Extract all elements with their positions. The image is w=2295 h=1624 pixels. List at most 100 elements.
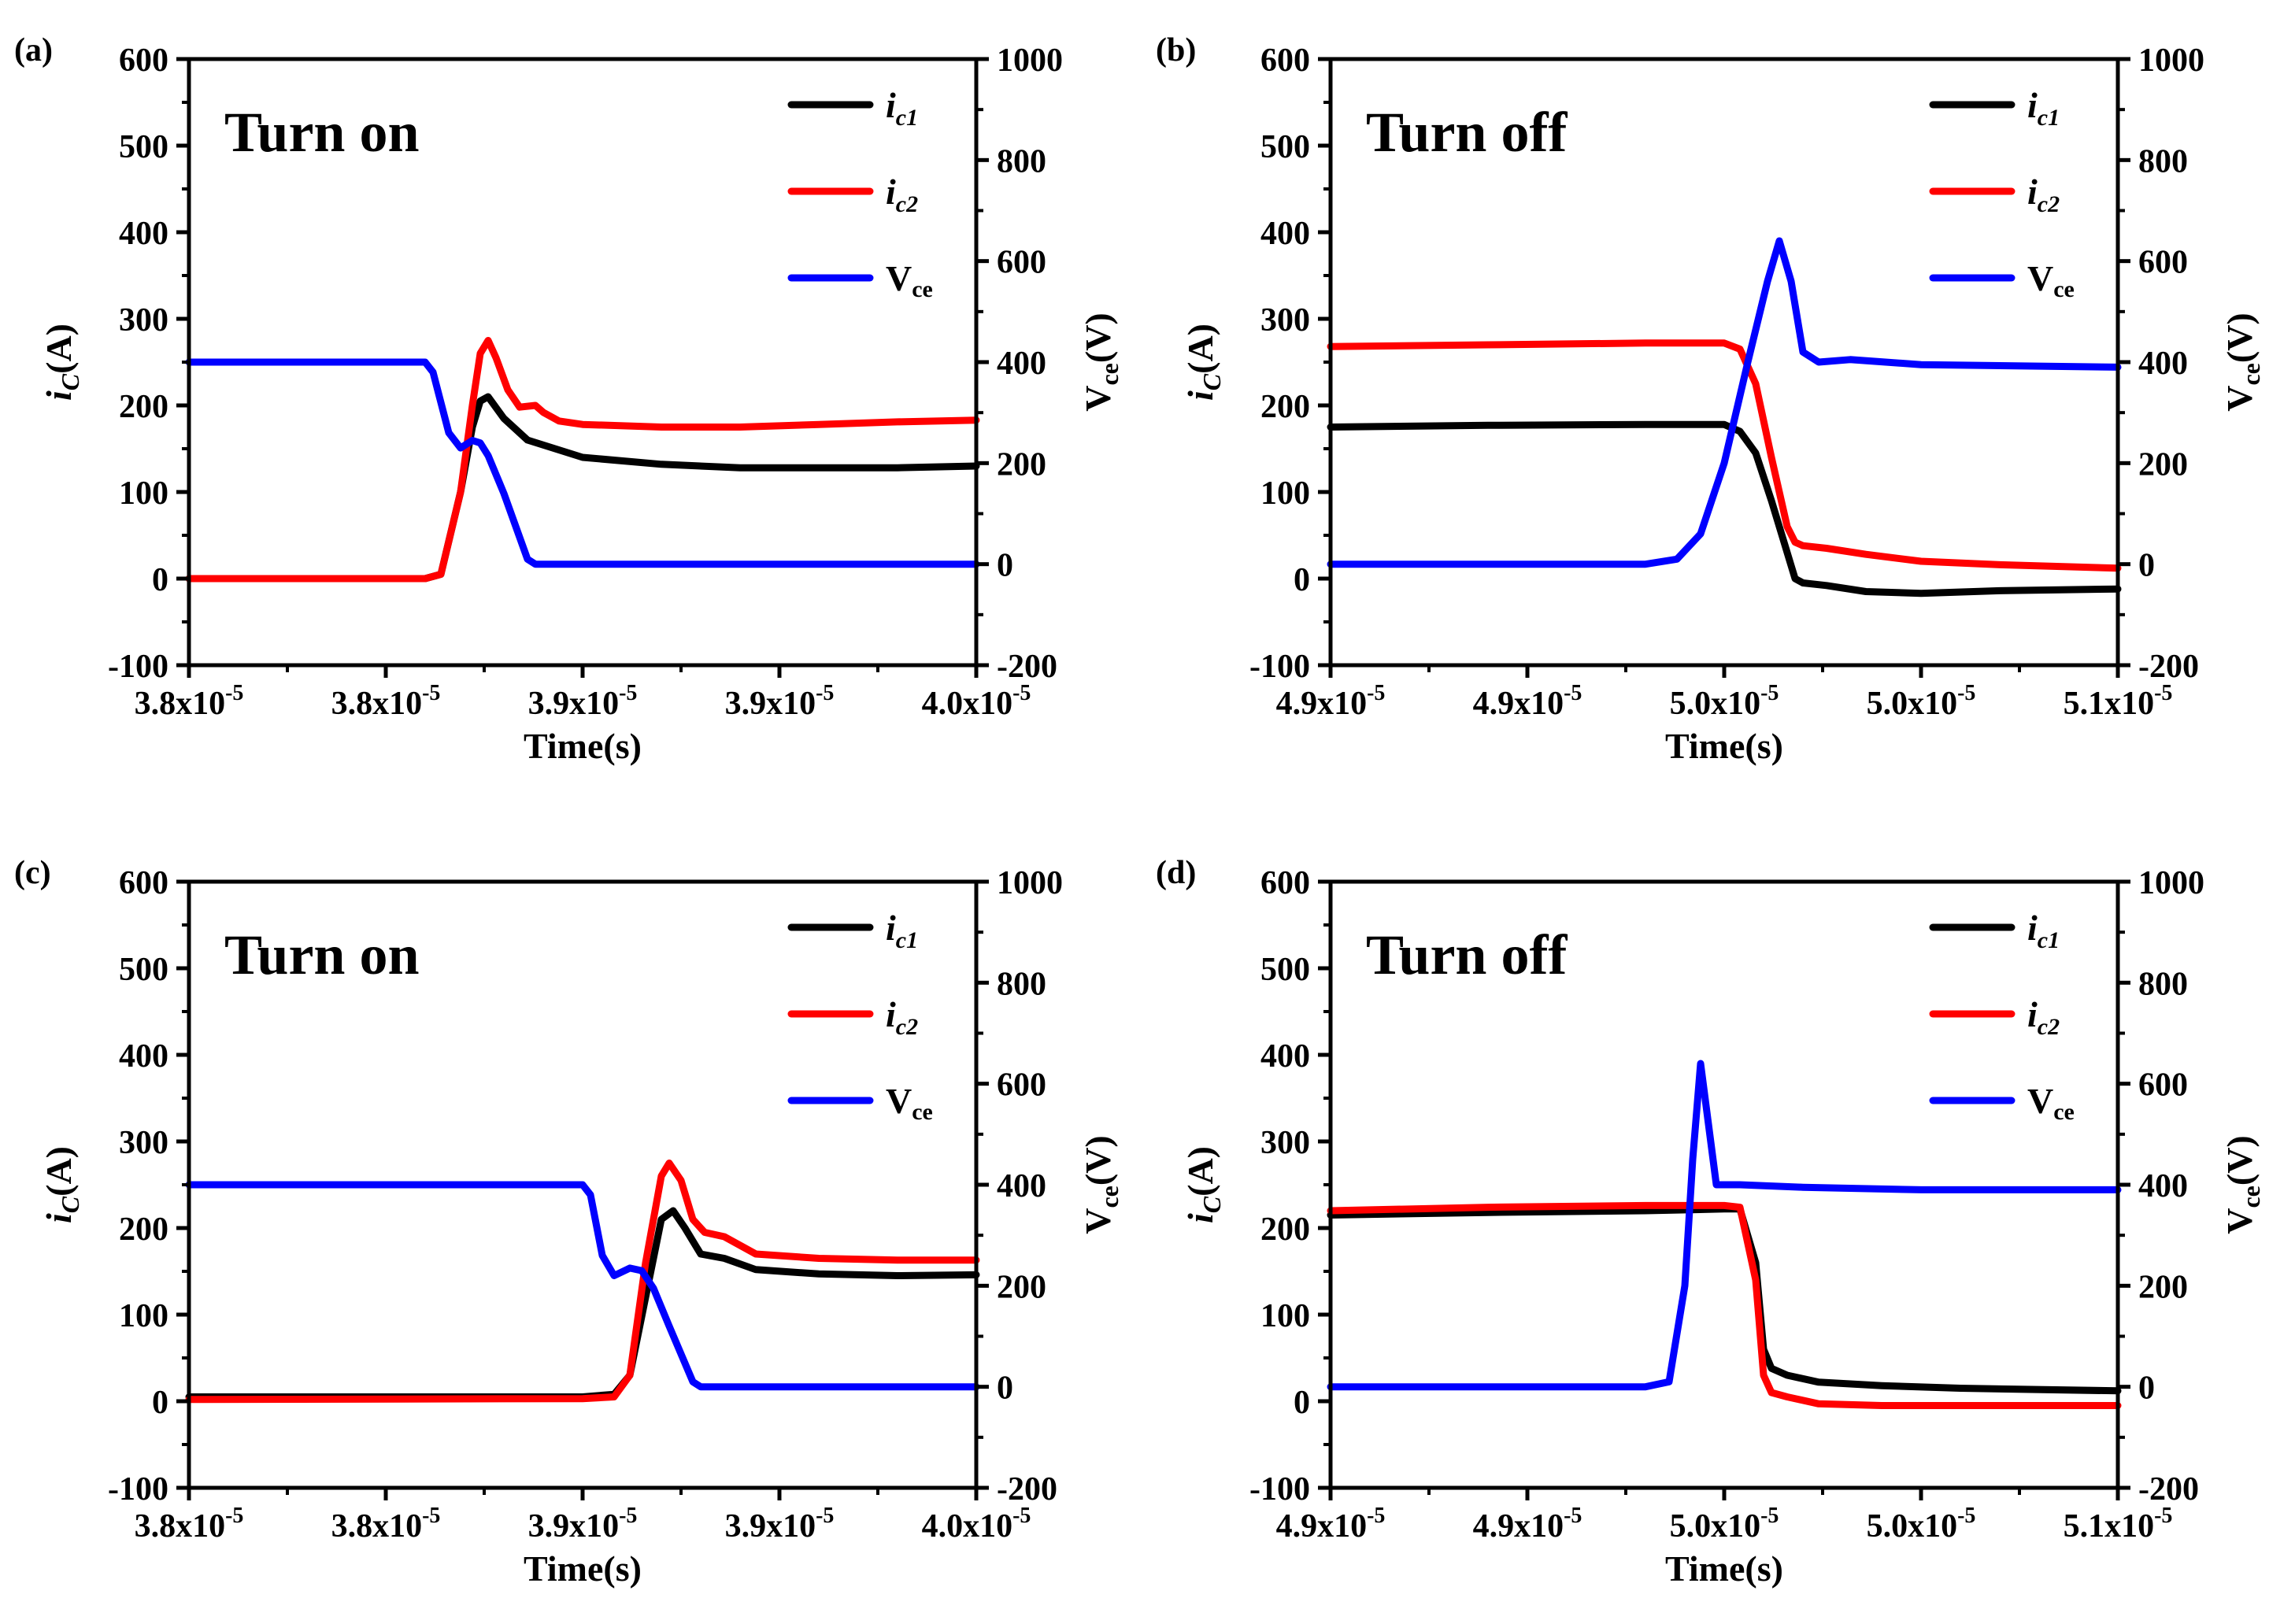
x-axis-title: Time(s) bbox=[524, 1548, 642, 1589]
y-left-tick-label: -100 bbox=[108, 649, 168, 685]
series-line-ic1 bbox=[1327, 420, 2122, 597]
x-tick-label: 3.8x10-5 bbox=[331, 1504, 441, 1544]
legend-label-ic1: ic1 bbox=[886, 85, 918, 131]
legend-label-Vce: Vce bbox=[2027, 258, 2075, 302]
legend-label-ic2: ic2 bbox=[2027, 994, 2060, 1040]
y-right-tick-label: 200 bbox=[997, 446, 1046, 483]
series-line-Vce bbox=[1327, 1060, 2122, 1391]
panel-label: (b) bbox=[1156, 32, 1196, 68]
y-left-tick-label: 600 bbox=[1260, 865, 1310, 901]
legend-label-ic1: ic1 bbox=[2027, 85, 2060, 131]
x-tick-label: 4.9x10-5 bbox=[1276, 1504, 1386, 1544]
panel-label: (d) bbox=[1156, 855, 1196, 891]
y-right-axis-title: Vce(V) bbox=[2219, 1135, 2265, 1234]
y-right-tick-label: -200 bbox=[997, 649, 1057, 685]
y-right-tick-label: 600 bbox=[997, 245, 1046, 281]
y-right-tick-label: 1000 bbox=[2138, 865, 2204, 901]
legend-label-Vce: Vce bbox=[886, 1081, 933, 1125]
x-tick-label: 5.1x10-5 bbox=[2064, 681, 2173, 722]
legend-label-ic1: ic1 bbox=[886, 908, 918, 953]
series-line-ic2 bbox=[185, 337, 980, 583]
x-tick-label: 4.9x10-5 bbox=[1473, 681, 1582, 722]
y-left-tick-label: 100 bbox=[119, 475, 168, 512]
y-left-tick-label: 500 bbox=[1260, 952, 1310, 988]
y-left-tick-label: 100 bbox=[119, 1298, 168, 1334]
y-left-tick-label: 500 bbox=[119, 129, 168, 165]
x-tick-label: 4.9x10-5 bbox=[1473, 1504, 1582, 1544]
x-axis-title: Time(s) bbox=[1665, 726, 1783, 766]
series-line-ic2 bbox=[185, 1160, 980, 1404]
y-left-tick-label: 400 bbox=[1260, 216, 1310, 252]
y-right-tick-label: 400 bbox=[997, 346, 1046, 382]
y-right-tick-label: 400 bbox=[997, 1168, 1046, 1204]
y-right-axis-title: Vce(V) bbox=[2219, 313, 2265, 412]
y-right-tick-label: 0 bbox=[997, 1371, 1013, 1407]
chart-panel-a: -100 0 100 200 300 400 500 600 -200 0 200 400 600 800… bbox=[14, 32, 1123, 766]
y-left-tick-label: -100 bbox=[108, 1471, 168, 1507]
y-right-tick-label: 200 bbox=[2138, 446, 2188, 483]
y-left-tick-label: 300 bbox=[119, 302, 168, 338]
annotation-text: Turn off bbox=[1366, 101, 1568, 164]
x-axis-title: Time(s) bbox=[1665, 1548, 1783, 1589]
y-right-tick-label: 400 bbox=[2138, 346, 2188, 382]
series-line-Vce bbox=[185, 358, 980, 568]
y-right-tick-label: 0 bbox=[997, 548, 1013, 584]
series-line-Vce bbox=[185, 1181, 980, 1391]
x-tick-label: 4.9x10-5 bbox=[1276, 681, 1386, 722]
y-right-tick-label: 1000 bbox=[997, 43, 1063, 79]
y-right-tick-label: 200 bbox=[997, 1269, 1046, 1305]
y-left-axis-title: iC(A) bbox=[1180, 324, 1226, 401]
y-left-tick-label: 600 bbox=[119, 43, 168, 79]
x-tick-label: 4.0x10-5 bbox=[922, 681, 1031, 722]
y-right-tick-label: 200 bbox=[2138, 1269, 2188, 1305]
panel-label: (a) bbox=[14, 32, 53, 68]
y-right-tick-label: 0 bbox=[2138, 548, 2155, 584]
y-right-axis-title: Vce(V) bbox=[1078, 313, 1123, 412]
y-left-tick-label: -100 bbox=[1249, 1471, 1310, 1507]
y-right-axis-title: Vce(V) bbox=[1078, 1135, 1123, 1234]
x-tick-label: 4.0x10-5 bbox=[922, 1504, 1031, 1544]
y-left-tick-label: 400 bbox=[1260, 1038, 1310, 1075]
y-right-tick-label: 800 bbox=[2138, 143, 2188, 179]
legend-label-Vce: Vce bbox=[886, 258, 933, 302]
y-right-tick-label: 600 bbox=[2138, 1067, 2188, 1104]
y-left-tick-label: -100 bbox=[1249, 649, 1310, 685]
x-tick-label: 3.8x10-5 bbox=[135, 1504, 244, 1544]
legend-label-ic2: ic2 bbox=[2027, 172, 2060, 217]
y-left-tick-label: 200 bbox=[1260, 389, 1310, 425]
x-tick-label: 3.8x10-5 bbox=[331, 681, 441, 722]
y-left-tick-label: 200 bbox=[119, 1212, 168, 1248]
panel-label: (c) bbox=[14, 855, 51, 891]
y-left-tick-label: 300 bbox=[1260, 302, 1310, 338]
y-left-tick-label: 200 bbox=[1260, 1212, 1310, 1248]
y-right-tick-label: -200 bbox=[997, 1471, 1057, 1507]
y-left-axis-title: iC(A) bbox=[39, 1146, 84, 1223]
y-left-tick-label: 500 bbox=[1260, 129, 1310, 165]
y-left-tick-label: 600 bbox=[1260, 43, 1310, 79]
annotation-text: Turn on bbox=[224, 101, 420, 164]
chart-panel-d: -100 0 100 200 300 400 500 600 -200 0 200 400 600 800… bbox=[1156, 855, 2265, 1589]
x-tick-label: 5.0x10-5 bbox=[1867, 681, 1976, 722]
x-tick-label: 3.8x10-5 bbox=[135, 681, 244, 722]
x-tick-label: 5.0x10-5 bbox=[1867, 1504, 1976, 1544]
chart-panel-b: -100 0 100 200 300 400 500 600 -200 0 200 400 600 800… bbox=[1156, 32, 2265, 766]
legend-label-ic2: ic2 bbox=[886, 172, 918, 217]
y-right-tick-label: 1000 bbox=[997, 865, 1063, 901]
y-right-tick-label: 600 bbox=[997, 1067, 1046, 1104]
x-tick-label: 3.9x10-5 bbox=[725, 1504, 835, 1544]
y-left-tick-label: 600 bbox=[119, 865, 168, 901]
y-right-tick-label: 0 bbox=[2138, 1371, 2155, 1407]
series-line-ic2 bbox=[1327, 1201, 2122, 1409]
y-left-tick-label: 300 bbox=[1260, 1125, 1310, 1161]
legend-label-ic1: ic1 bbox=[2027, 908, 2060, 953]
x-tick-label: 3.9x10-5 bbox=[528, 1504, 638, 1544]
series-line-Vce bbox=[1327, 237, 2122, 568]
x-tick-label: 3.9x10-5 bbox=[725, 681, 835, 722]
x-tick-label: 5.0x10-5 bbox=[1670, 1504, 1779, 1544]
y-left-axis-title: iC(A) bbox=[1180, 1146, 1226, 1223]
y-right-tick-label: -200 bbox=[2138, 649, 2199, 685]
y-right-tick-label: 800 bbox=[2138, 966, 2188, 1002]
y-left-axis-title: iC(A) bbox=[39, 324, 84, 401]
x-tick-label: 5.1x10-5 bbox=[2064, 1504, 2173, 1544]
